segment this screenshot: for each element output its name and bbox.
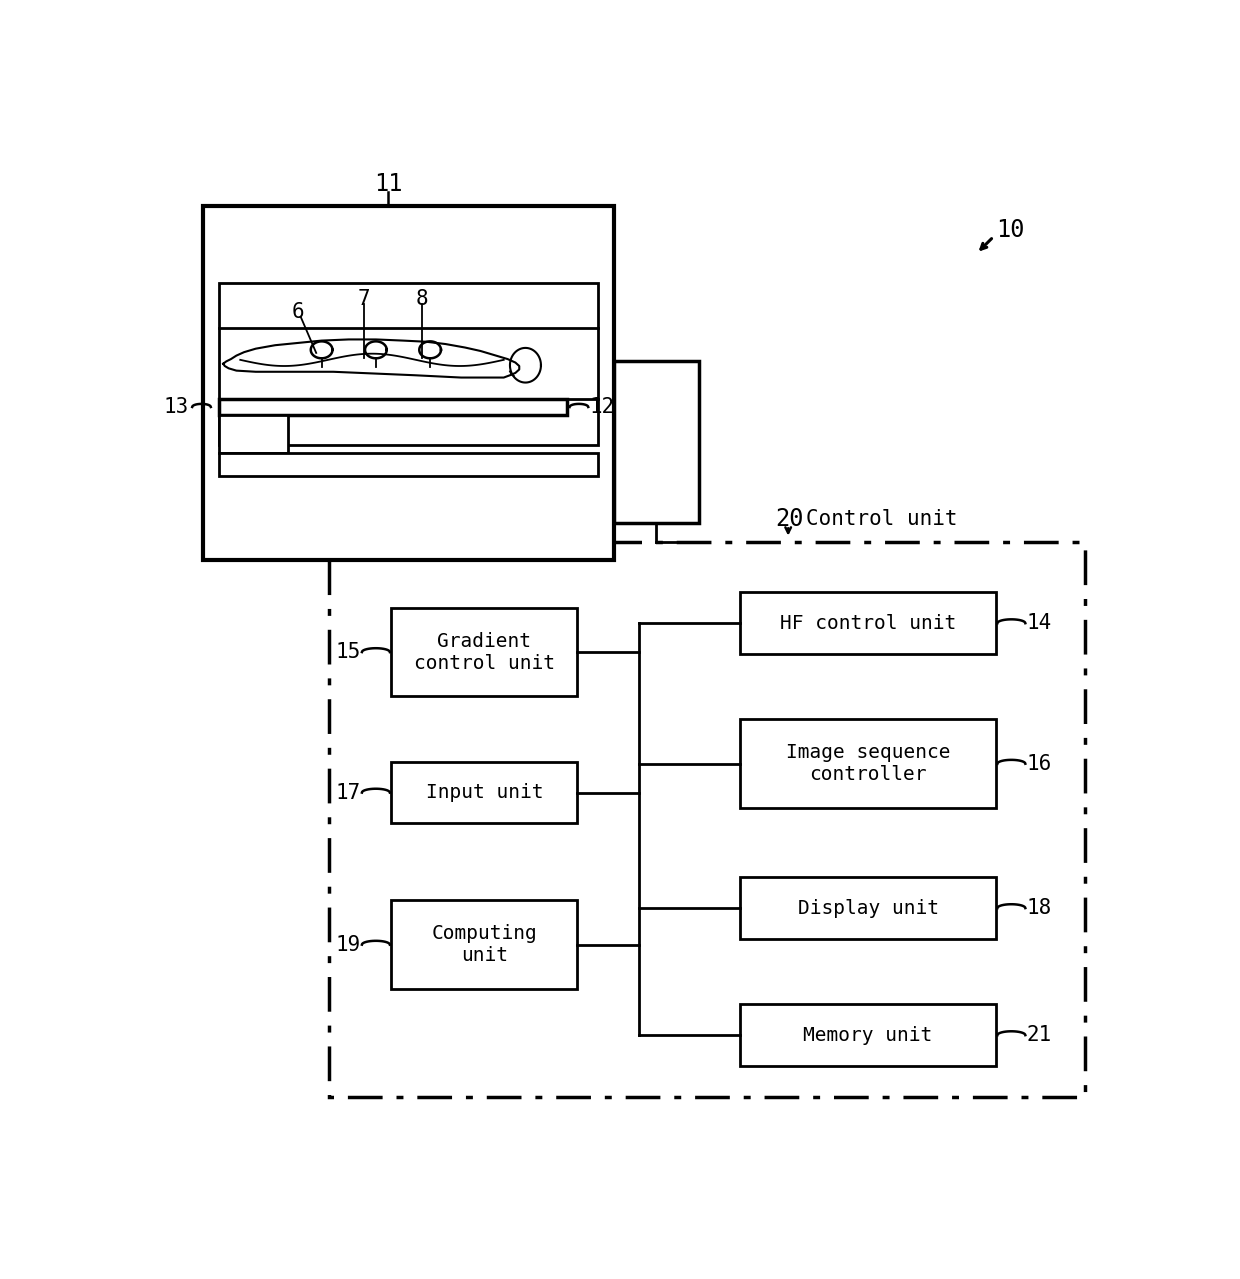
Text: HF control unit: HF control unit xyxy=(780,614,956,633)
Bar xyxy=(330,542,1085,1096)
Text: Memory unit: Memory unit xyxy=(804,1026,932,1045)
Bar xyxy=(218,453,598,476)
Text: 17: 17 xyxy=(335,783,361,803)
Bar xyxy=(218,414,288,453)
Text: 14: 14 xyxy=(1027,613,1052,633)
Text: Gradient
control unit: Gradient control unit xyxy=(414,632,554,673)
Text: Display unit: Display unit xyxy=(797,899,939,917)
Text: 21: 21 xyxy=(1027,1026,1052,1045)
Text: 10: 10 xyxy=(996,219,1024,243)
Bar xyxy=(218,399,567,414)
Text: 19: 19 xyxy=(335,935,361,954)
Text: Input unit: Input unit xyxy=(425,783,543,802)
Text: 20: 20 xyxy=(775,508,804,531)
Text: 7: 7 xyxy=(358,289,371,310)
Text: 11: 11 xyxy=(373,173,402,196)
Bar xyxy=(392,762,578,824)
Bar xyxy=(740,592,996,654)
Text: 8: 8 xyxy=(417,289,429,310)
Bar xyxy=(740,719,996,808)
Text: Control unit: Control unit xyxy=(806,509,957,530)
Text: 13: 13 xyxy=(164,396,188,417)
Text: Image sequence
controller: Image sequence controller xyxy=(786,743,950,784)
Text: 18: 18 xyxy=(1027,898,1052,918)
Bar xyxy=(740,877,996,939)
Text: 12: 12 xyxy=(589,396,614,417)
Bar xyxy=(203,206,614,560)
Bar xyxy=(740,1004,996,1065)
Text: 15: 15 xyxy=(335,642,361,663)
Bar xyxy=(218,283,598,445)
Text: Computing
unit: Computing unit xyxy=(432,925,537,966)
Bar xyxy=(392,608,578,696)
Text: 6: 6 xyxy=(293,302,305,322)
Text: 16: 16 xyxy=(1027,753,1052,774)
Bar xyxy=(392,900,578,989)
Bar xyxy=(614,362,699,523)
